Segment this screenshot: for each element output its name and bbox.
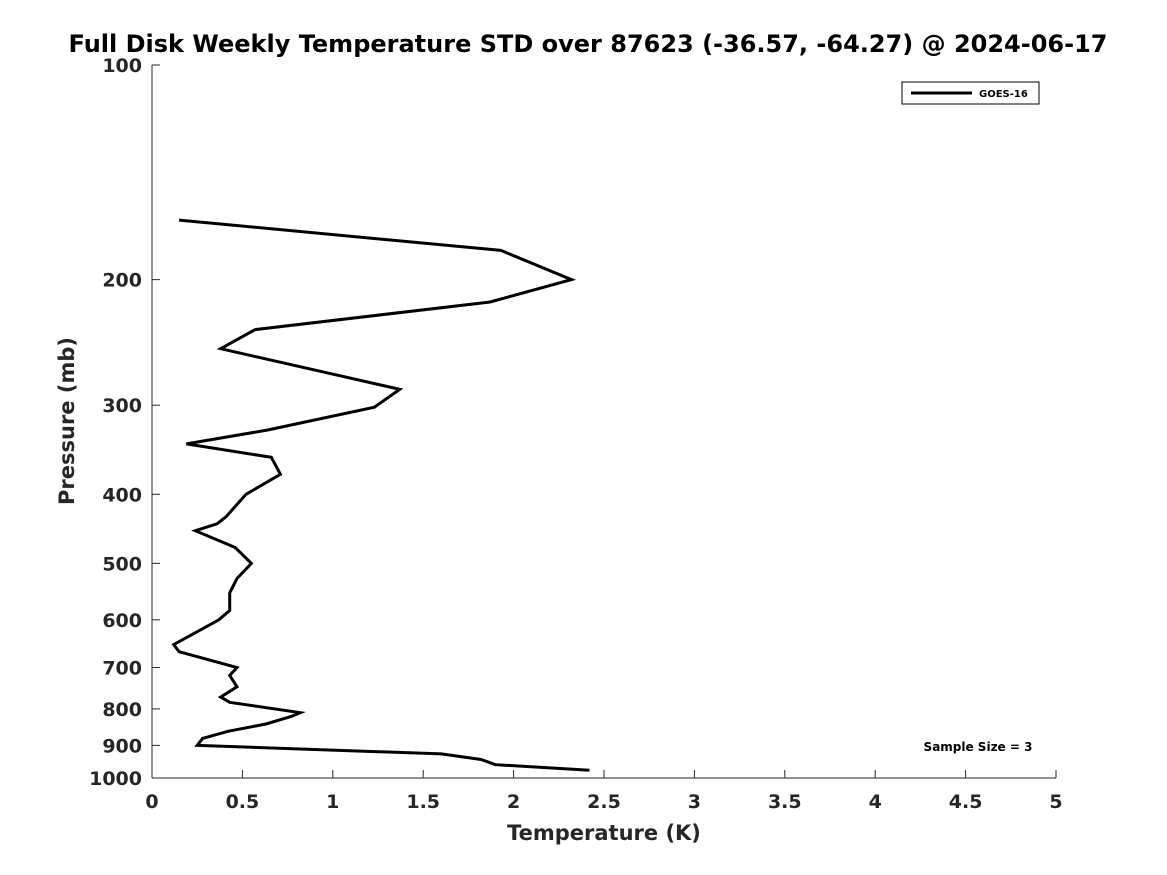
y-tick-label: 300 bbox=[102, 395, 142, 417]
axes: 0 0.5 1 1.5 2 2.5 3 3.5 4 4.5 5 100 200 300 400 500 600 7… bbox=[89, 55, 1063, 813]
legend: GOES-16 bbox=[901, 81, 1040, 105]
x-tick-label: 3.5 bbox=[768, 791, 802, 813]
x-tick-label: 4.5 bbox=[949, 791, 983, 813]
y-tick-label: 100 bbox=[102, 55, 142, 77]
y-tick-label: 400 bbox=[102, 484, 142, 506]
x-tick-label: 4 bbox=[869, 791, 882, 813]
y-tick-label: 700 bbox=[102, 658, 142, 680]
x-tick-label: 0 bbox=[145, 791, 158, 813]
y-tick-label: 900 bbox=[102, 735, 142, 757]
y-tick-label: 600 bbox=[102, 610, 142, 632]
y-tick-label: 200 bbox=[102, 270, 142, 292]
plot-area bbox=[171, 218, 590, 772]
x-tick-label: 5 bbox=[1049, 791, 1062, 813]
legend-label: GOES-16 bbox=[979, 89, 1028, 100]
sample-size-annotation: Sample Size = 3 bbox=[924, 740, 1033, 754]
x-tick-label: 1.5 bbox=[406, 791, 440, 813]
x-tick-label: 2 bbox=[507, 791, 520, 813]
x-tick-label: 3 bbox=[688, 791, 701, 813]
y-tick-label: 500 bbox=[102, 553, 142, 575]
x-axis-label: Temperature (K) bbox=[507, 821, 701, 845]
y-tick-label: 800 bbox=[102, 699, 142, 721]
x-tick-label: 2.5 bbox=[587, 791, 621, 813]
chart-title: Full Disk Weekly Temperature STD over 87… bbox=[69, 30, 1108, 58]
y-tick-label: 1000 bbox=[89, 768, 142, 790]
x-tick-label: 1 bbox=[326, 791, 339, 813]
series-line-goes-16 bbox=[171, 218, 590, 772]
y-axis-label: Pressure (mb) bbox=[55, 337, 79, 505]
x-tick-label: 0.5 bbox=[226, 791, 260, 813]
